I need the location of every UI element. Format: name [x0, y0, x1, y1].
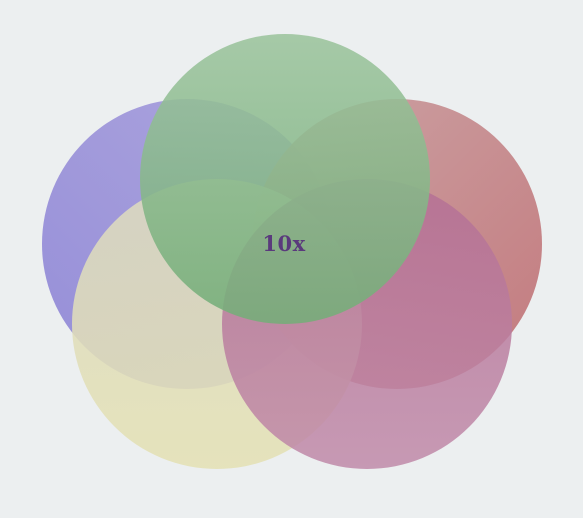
center-label-text: 10x	[262, 230, 306, 256]
circle-green	[140, 34, 430, 324]
center-label: 10x	[234, 228, 334, 258]
